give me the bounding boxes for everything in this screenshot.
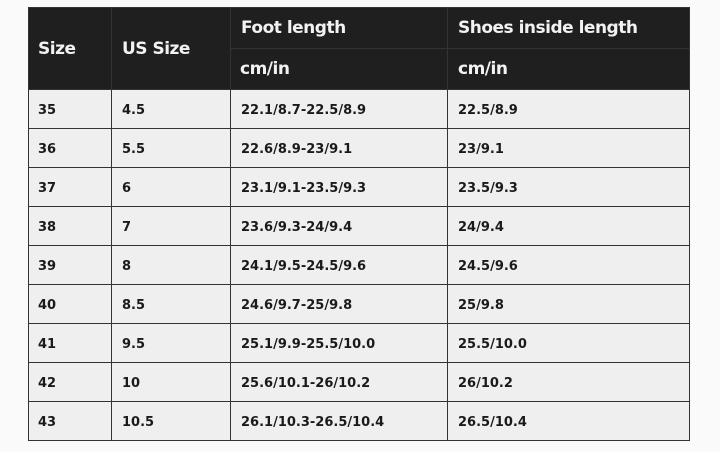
cell-foot-length: 23.6/9.3-24/9.4: [230, 206, 448, 246]
header-unit-row: cm/in cm/in: [29, 48, 690, 90]
header-us-size: US Size: [111, 7, 231, 90]
table-row: 42 10 25.6/10.1-26/10.2 26/10.2: [28, 362, 690, 402]
cell-size: 39: [28, 245, 112, 285]
table-row: 37 6 23.1/9.1-23.5/9.3 23.5/9.3: [28, 167, 690, 207]
header-size: Size: [28, 7, 112, 90]
cell-us-size: 7: [111, 206, 231, 246]
header-foot-unit: cm/in: [230, 48, 448, 90]
cell-size: 41: [28, 323, 112, 363]
cell-foot-length: 24.6/9.7-25/9.8: [230, 284, 448, 324]
table-row: 40 8.5 24.6/9.7-25/9.8 25/9.8: [28, 284, 690, 324]
cell-us-size: 6: [111, 167, 231, 207]
header-row: Size US Size Foot length Shoes inside le…: [28, 7, 690, 90]
cell-size: 42: [28, 362, 112, 402]
header-shoes-unit: cm/in: [447, 48, 690, 90]
cell-size: 43: [28, 401, 112, 441]
cell-shoes-inside-length: 26.5/10.4: [447, 401, 690, 441]
table-row: 43 10.5 26.1/10.3-26.5/10.4 26.5/10.4: [28, 401, 690, 441]
cell-us-size: 8.5: [111, 284, 231, 324]
cell-foot-length: 23.1/9.1-23.5/9.3: [230, 167, 448, 207]
header-shoes-inside-length: Shoes inside length: [447, 7, 690, 49]
cell-shoes-inside-length: 24/9.4: [447, 206, 690, 246]
cell-shoes-inside-length: 25/9.8: [447, 284, 690, 324]
cell-us-size: 4.5: [111, 89, 231, 129]
cell-foot-length: 22.6/8.9-23/9.1: [230, 128, 448, 168]
cell-size: 38: [28, 206, 112, 246]
table-row: 41 9.5 25.1/9.9-25.5/10.0 25.5/10.0: [28, 323, 690, 363]
cell-us-size: 5.5: [111, 128, 231, 168]
table-row: 39 8 24.1/9.5-24.5/9.6 24.5/9.6: [28, 245, 690, 285]
cell-us-size: 8: [111, 245, 231, 285]
cell-shoes-inside-length: 24.5/9.6: [447, 245, 690, 285]
cell-shoes-inside-length: 25.5/10.0: [447, 323, 690, 363]
cell-foot-length: 26.1/10.3-26.5/10.4: [230, 401, 448, 441]
cell-foot-length: 25.6/10.1-26/10.2: [230, 362, 448, 402]
table-row: 38 7 23.6/9.3-24/9.4 24/9.4: [28, 206, 690, 246]
cell-us-size: 10: [111, 362, 231, 402]
table-row: 35 4.5 22.1/8.7-22.5/8.9 22.5/8.9: [28, 89, 690, 129]
table-row: 36 5.5 22.6/8.9-23/9.1 23/9.1: [28, 128, 690, 168]
cell-foot-length: 24.1/9.5-24.5/9.6: [230, 245, 448, 285]
cell-shoes-inside-length: 22.5/8.9: [447, 89, 690, 129]
cell-size: 35: [28, 89, 112, 129]
cell-size: 40: [28, 284, 112, 324]
cell-shoes-inside-length: 23/9.1: [447, 128, 690, 168]
cell-size: 37: [28, 167, 112, 207]
cell-shoes-inside-length: 26/10.2: [447, 362, 690, 402]
cell-shoes-inside-length: 23.5/9.3: [447, 167, 690, 207]
cell-size: 36: [28, 128, 112, 168]
cell-foot-length: 22.1/8.7-22.5/8.9: [230, 89, 448, 129]
cell-foot-length: 25.1/9.9-25.5/10.0: [230, 323, 448, 363]
cell-us-size: 10.5: [111, 401, 231, 441]
header-foot-length: Foot length: [230, 7, 448, 49]
cell-us-size: 9.5: [111, 323, 231, 363]
size-chart-table: Size US Size Foot length Shoes inside le…: [28, 7, 690, 441]
